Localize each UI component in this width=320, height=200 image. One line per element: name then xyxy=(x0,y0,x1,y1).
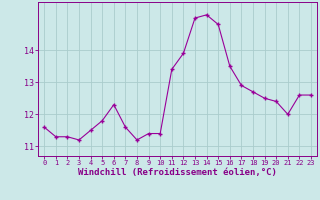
X-axis label: Windchill (Refroidissement éolien,°C): Windchill (Refroidissement éolien,°C) xyxy=(78,168,277,177)
